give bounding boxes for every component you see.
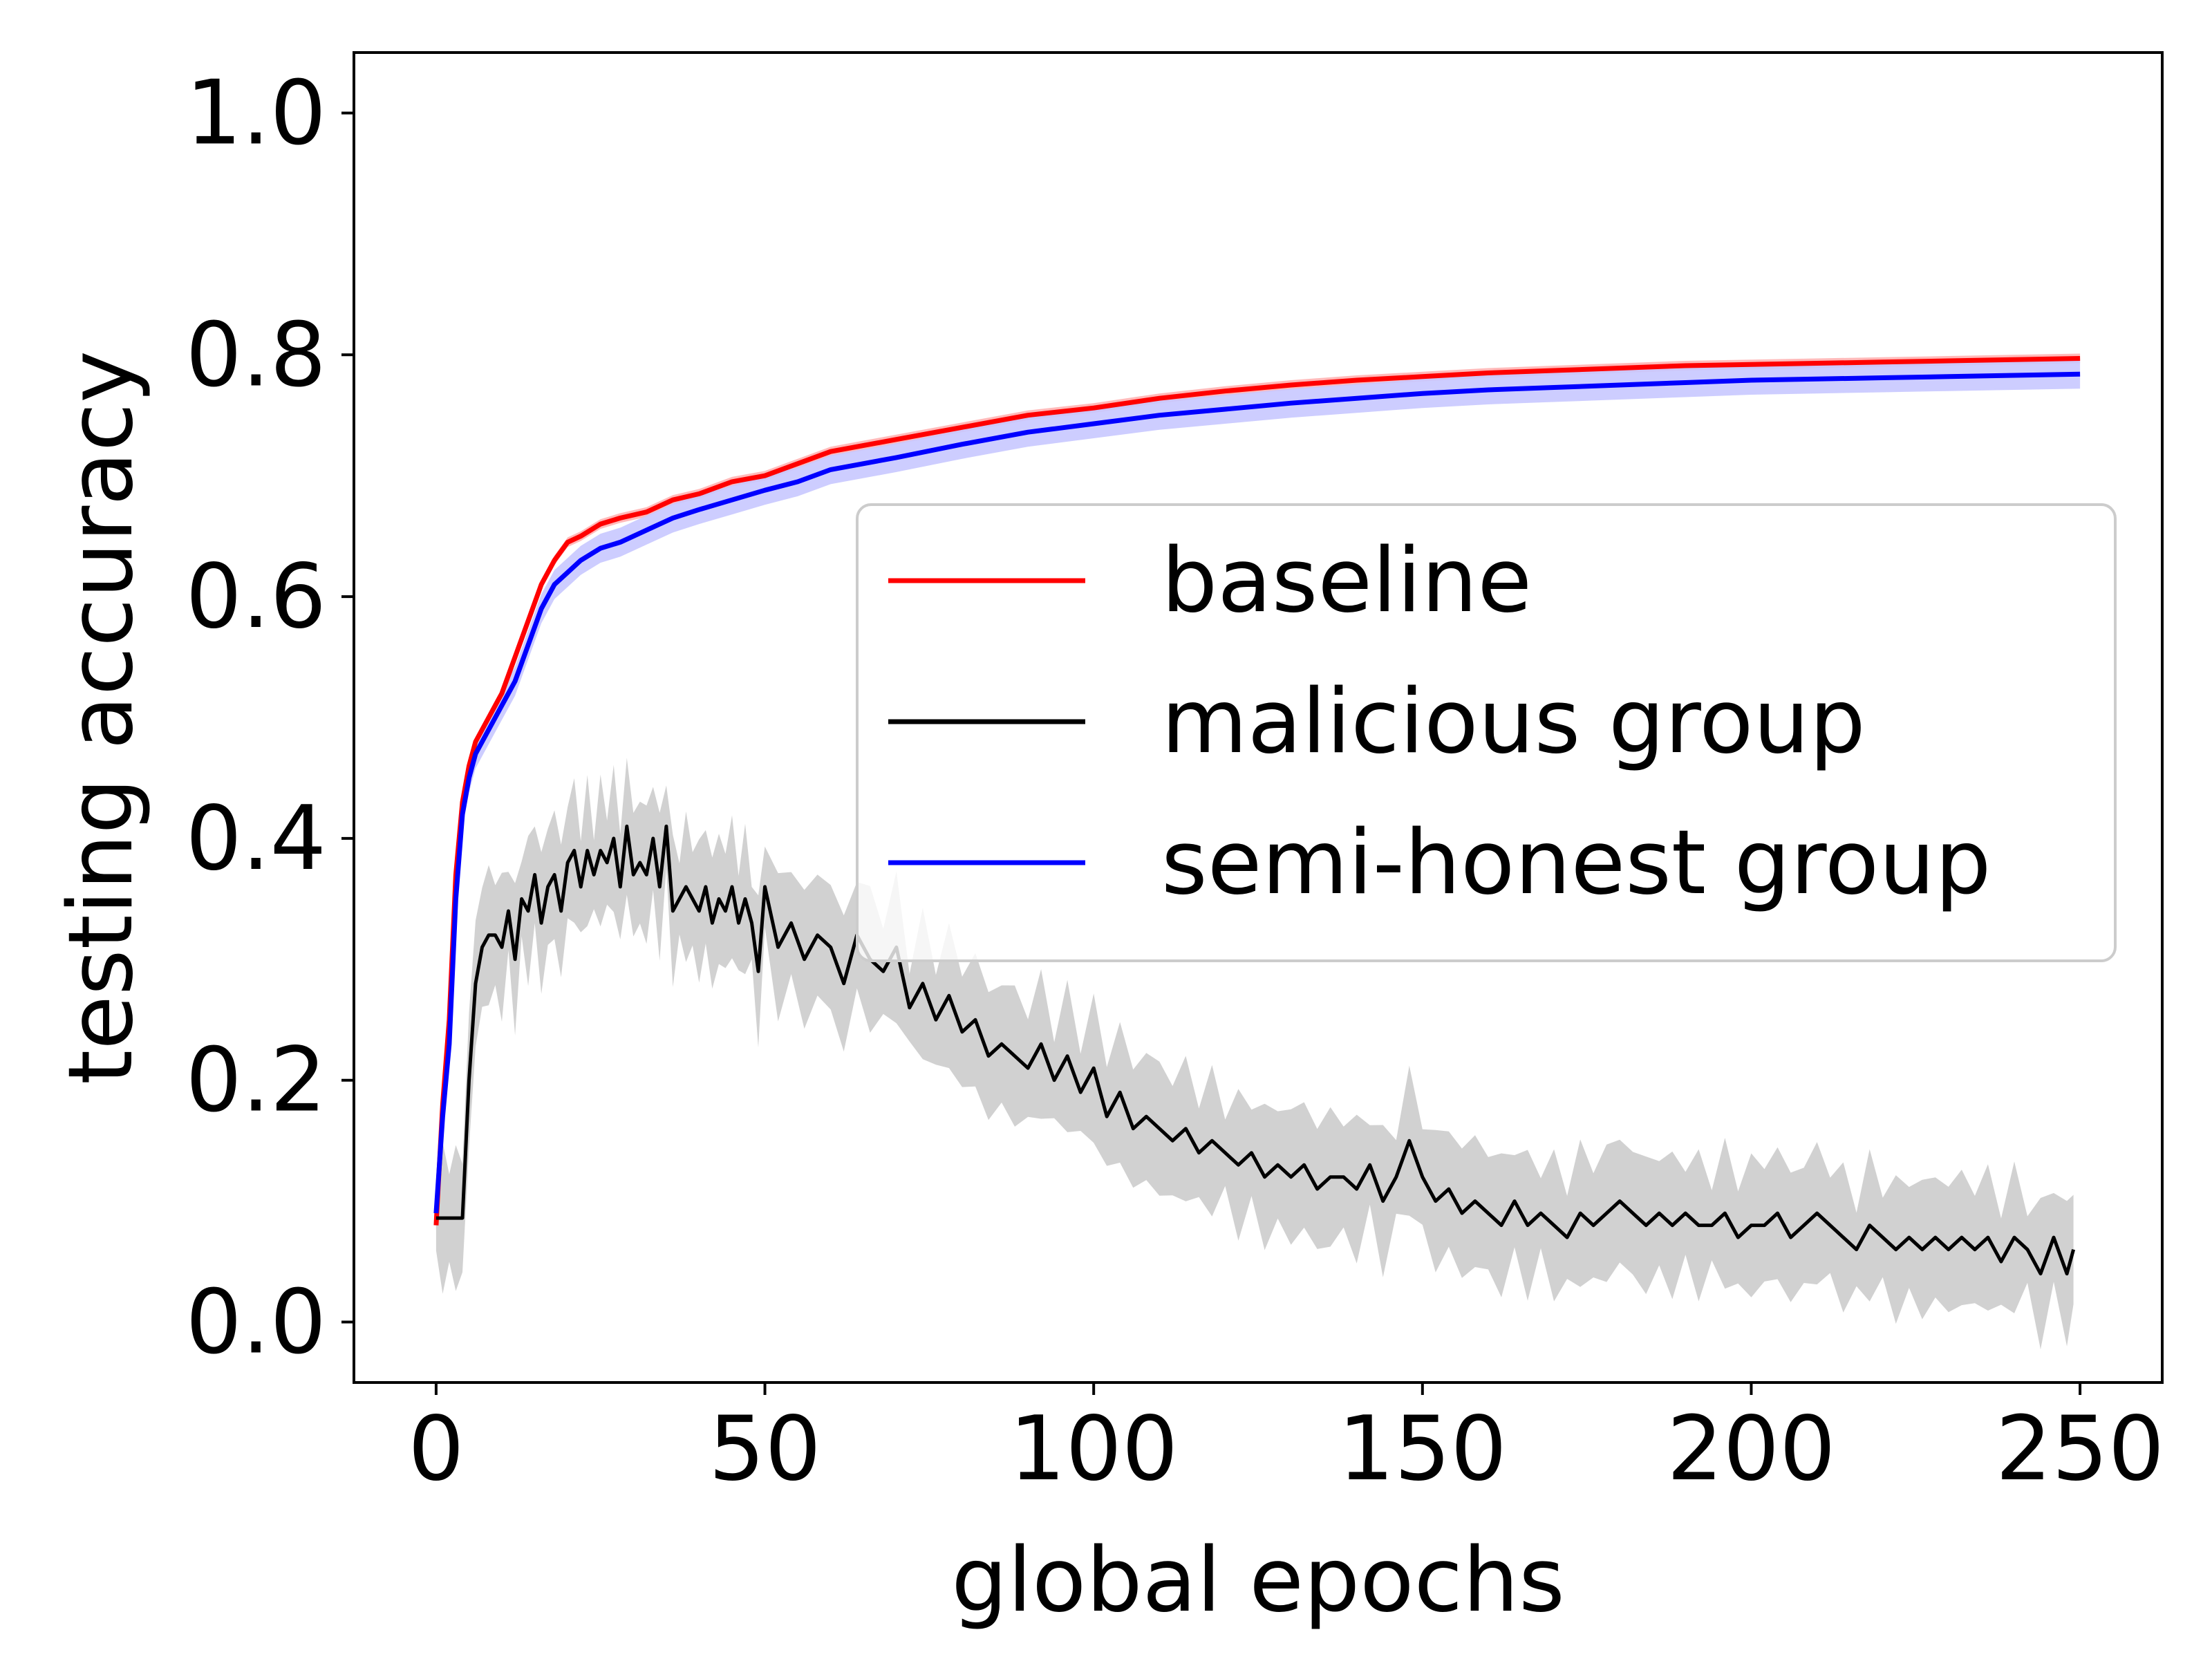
y-tick-label: 1.0 bbox=[185, 62, 326, 165]
x-tick-label: 100 bbox=[1009, 1398, 1178, 1501]
x-axis: 0 50 100 150 200 250 bbox=[408, 1382, 2164, 1501]
x-tick-label: 50 bbox=[709, 1398, 821, 1501]
x-tick-label: 250 bbox=[1996, 1398, 2164, 1501]
y-axis: 0.0 0.2 0.4 0.6 0.8 1.0 bbox=[185, 62, 354, 1374]
legend-label-2: semi-honest group bbox=[1161, 812, 1991, 915]
x-axis-title: global epochs bbox=[951, 1529, 1565, 1632]
y-tick-label: 0.8 bbox=[185, 303, 326, 406]
y-axis-title: testing accuracy bbox=[50, 350, 153, 1085]
legend-box bbox=[856, 503, 2117, 962]
series-lines bbox=[433, 356, 2081, 1276]
series-line-1 bbox=[435, 824, 2076, 1276]
y-tick-label: 0.0 bbox=[185, 1271, 326, 1374]
y-tick-label: 0.2 bbox=[185, 1029, 326, 1132]
x-tick-label: 200 bbox=[1667, 1398, 1835, 1501]
legend-label-1: malicious group bbox=[1161, 671, 1866, 774]
legend-label-0: baseline bbox=[1161, 529, 1532, 632]
plot-frame bbox=[353, 51, 2164, 1384]
series-bands bbox=[435, 353, 2081, 1350]
legend: baseline malicious group semi-honest group bbox=[856, 503, 2117, 962]
x-tick-label: 0 bbox=[408, 1398, 464, 1501]
series-band-1 bbox=[435, 758, 2074, 1350]
y-tick-label: 0.4 bbox=[185, 787, 326, 890]
series-line-2 bbox=[433, 371, 2081, 1214]
y-tick-label: 0.6 bbox=[185, 545, 326, 648]
series-line-0 bbox=[433, 356, 2081, 1226]
x-tick-label: 150 bbox=[1338, 1398, 1507, 1501]
